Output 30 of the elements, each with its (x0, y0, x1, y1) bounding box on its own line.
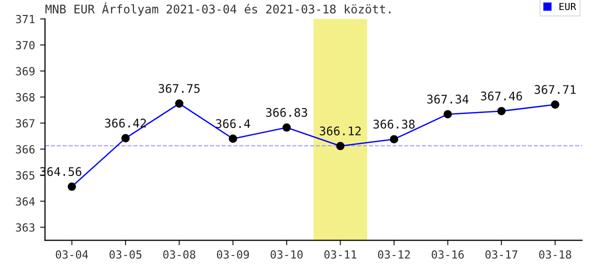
data-label: 367.46 (480, 92, 522, 100)
data-label: 366.12 (320, 126, 361, 136)
y-tick-label: 368 (16, 93, 35, 102)
data-label: 366.4 (216, 119, 250, 128)
x-tick-label: 03-18 (539, 250, 572, 259)
x-tick-label: 03-09 (216, 250, 249, 259)
x-tick-label: 03-05 (110, 250, 142, 259)
data-label: 367.71 (534, 85, 576, 94)
y-tick-label: 364 (16, 197, 35, 206)
y-tick-label: 366 (16, 145, 35, 154)
x-tick-label: 03-10 (270, 250, 303, 259)
legend-label: EUR (560, 2, 576, 10)
data-label: 366.42 (105, 118, 146, 128)
chart-title: MNB EUR Árfolyam 2021-03-04 és 2021-03-18 között. (45, 2, 390, 16)
data-label: 367.75 (158, 84, 200, 93)
y-tick-label: 367 (16, 119, 34, 128)
data-label: 366.38 (374, 120, 415, 129)
x-tick-label: 03-11 (324, 250, 356, 259)
x-tick-label: 03-16 (432, 250, 464, 259)
x-tick-label: 03-17 (485, 250, 518, 259)
y-tick-label: 363 (16, 223, 34, 232)
x-tick-label: 03-04 (56, 250, 88, 259)
y-tick-label: 371 (16, 14, 35, 24)
x-tick-label: 03-08 (163, 250, 196, 259)
data-label: 366.83 (266, 108, 308, 117)
x-tick-label: 03-12 (378, 250, 410, 259)
y-tick-label: 370 (16, 40, 35, 50)
y-tick-label: 365 (16, 171, 34, 180)
y-tick-label: 369 (16, 67, 35, 76)
data-label: 367.34 (427, 94, 469, 104)
